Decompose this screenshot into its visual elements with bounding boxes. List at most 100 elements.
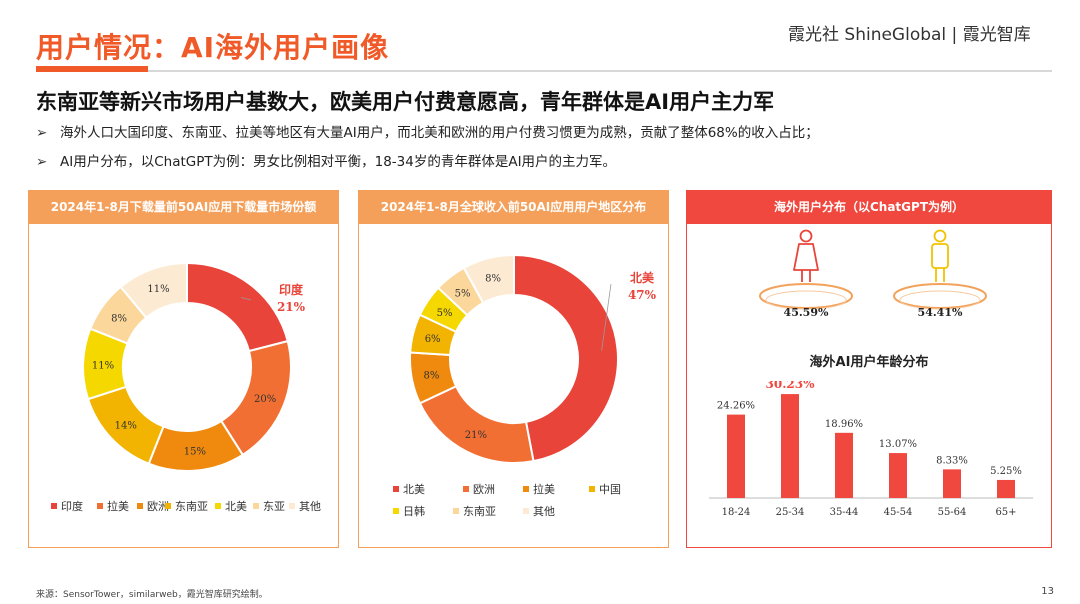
legend-label: 印度 [61,500,83,513]
gender-distribution: 45.59% 54.41% [759,229,987,319]
bar-value-label: 24.26% [717,401,755,412]
downloads-donut-chart: 印度 21% 20% 15% 14% 11% 8% 11% [82,261,306,472]
callout-line [240,297,252,301]
callout-line [601,283,612,351]
legend-label: 欧洲 [147,500,169,513]
legend-label: 日韩 [403,505,425,518]
legend-swatch [523,486,529,492]
revenue-panel: 2024年1-8月全球收入前50AI应用用户地区分布 北美 47% 21% 8% 6% 5… [358,190,669,548]
title-divider [148,70,1052,72]
legend-label: 其他 [533,505,555,518]
headline: 东南亚等新兴市场用户基数大，欧美用户付费意愿高，青年群体是AI用户主力军 [36,90,775,114]
legend-swatch [523,508,529,514]
legend-swatch [137,503,143,509]
donut-slice-北美 [513,253,619,463]
page-number: 13 [1041,586,1054,597]
source-note: 来源：SensorTower，similarweb，霞光智库研究绘制。 [36,590,268,600]
slice-label: 5% [437,308,453,319]
legend-swatch [453,508,459,514]
page-title: 用户情况：AI海外用户画像 [36,31,390,64]
highlight-value: 47% [628,288,657,302]
users-panel: 海外用户分布（以ChatGPT为例） 45.59% 54.41% 海外AI用户年… [686,190,1052,548]
slice-label: 21% [465,430,487,441]
legend-label: 其他 [299,500,321,513]
bar-value-label: 5.25% [990,466,1022,477]
slice-label: 8% [111,314,127,325]
age-bar-chart: 24.26% 18-24 30.23% 25-34 18.96% 35-44 13.07% 4… [709,381,1033,518]
panel-title: 海外用户分布（以ChatGPT为例） [687,191,1051,224]
legend-item: 欧洲 [463,481,495,497]
legend-swatch [589,486,595,492]
bar-value-label: 8.33% [936,455,968,466]
brand-logo: 霞光社 ShineGlobal | 霞光智库 [788,25,1031,45]
revenue-legend: 北美 欧洲 拉美 中国日韩 东南亚 其他 [359,481,668,541]
donut-slice-其他 [462,253,515,305]
legend-label: 东亚 [263,500,285,513]
donut-slice-欧洲 [418,384,535,464]
bar-value-label: 18.96% [825,419,863,430]
legend-swatch [393,486,399,492]
legend-swatch [393,508,399,514]
legend-label: 拉美 [107,500,129,513]
legend-swatch [463,486,469,492]
slice-label: 5% [455,289,471,300]
legend-item: 拉美 [523,481,555,497]
legend-item: 拉美 [97,498,129,514]
bar-value-label: 30.23% [766,381,816,391]
legend-label: 欧洲 [473,483,495,496]
highlight-value: 21% [277,300,306,314]
legend-item: 北美 [393,481,425,497]
legend-swatch [165,503,171,509]
age-chart-title: 海外AI用户年龄分布 [809,355,929,370]
legend-item: 其他 [523,503,555,519]
panel-title: 2024年1-8月下载量前50AI应用下载量市场份额 [29,191,338,224]
x-tick-label: 18-24 [722,507,751,518]
age-bar-18-24 [727,414,745,498]
age-bar-25-34 [781,394,799,498]
legend-swatch [215,503,221,509]
slice-label: 6% [425,334,441,345]
legend-label: 北美 [225,500,247,513]
male-icon [893,229,987,310]
female-percentage: 45.59% [784,306,829,319]
donut-slice-印度 [186,261,289,353]
slice-label: 8% [485,274,501,285]
age-bar-35-44 [835,432,853,498]
highlight-name: 北美 [630,270,655,285]
legend-item: 欧洲 [137,498,169,514]
bullet-item: ➢ AI用户分布，以ChatGPT为例：男女比例相对平衡，18-34岁的青年群体是… [36,150,616,170]
downloads-panel: 2024年1-8月下载量前50AI应用下载量市场份额 印度 21% 20% 15% 14… [28,190,339,548]
slice-label: 11% [92,360,114,371]
x-tick-label: 65+ [995,507,1016,518]
title-underline [36,66,148,72]
slice-label: 20% [254,394,276,405]
legend-item: 其他 [289,498,321,514]
female-icon [759,229,853,310]
bullet-text: 海外人口大国印度、东南亚、拉美等地区有大量AI用户，而北美和欧洲的用户付费习惯更… [60,125,819,141]
slice-label: 15% [184,447,206,458]
legend-label: 北美 [403,483,425,496]
legend-label: 东南亚 [463,505,496,518]
legend-label: 东南亚 [175,500,208,513]
x-tick-label: 45-54 [884,507,913,518]
legend-swatch [253,503,259,509]
bullet-text: AI用户分布，以ChatGPT为例：男女比例相对平衡，18-34岁的青年群体是A… [60,154,617,170]
legend-item: 北美 [215,498,247,514]
donut-slice-其他 [119,261,188,320]
legend-item: 中国 [589,481,621,497]
legend-swatch [289,503,295,509]
slice-label: 8% [424,371,440,382]
arrow-icon: ➢ [36,125,48,141]
slice-label: 14% [115,421,137,432]
slice-label: 11% [147,284,169,295]
legend-item: 印度 [51,498,83,514]
x-tick-label: 25-34 [776,507,805,518]
arrow-icon: ➢ [36,154,48,170]
bullet-item: ➢ 海外人口大国印度、东南亚、拉美等地区有大量AI用户，而北美和欧洲的用户付费习惯… [36,121,819,141]
x-tick-label: 35-44 [830,507,859,518]
legend-swatch [97,503,103,509]
legend-swatch [51,503,57,509]
revenue-donut-chart: 北美 47% 21% 8% 6% 5%5% 8% [409,253,657,464]
legend-item: 东南亚 [453,503,496,519]
male-percentage: 54.41% [918,306,963,319]
